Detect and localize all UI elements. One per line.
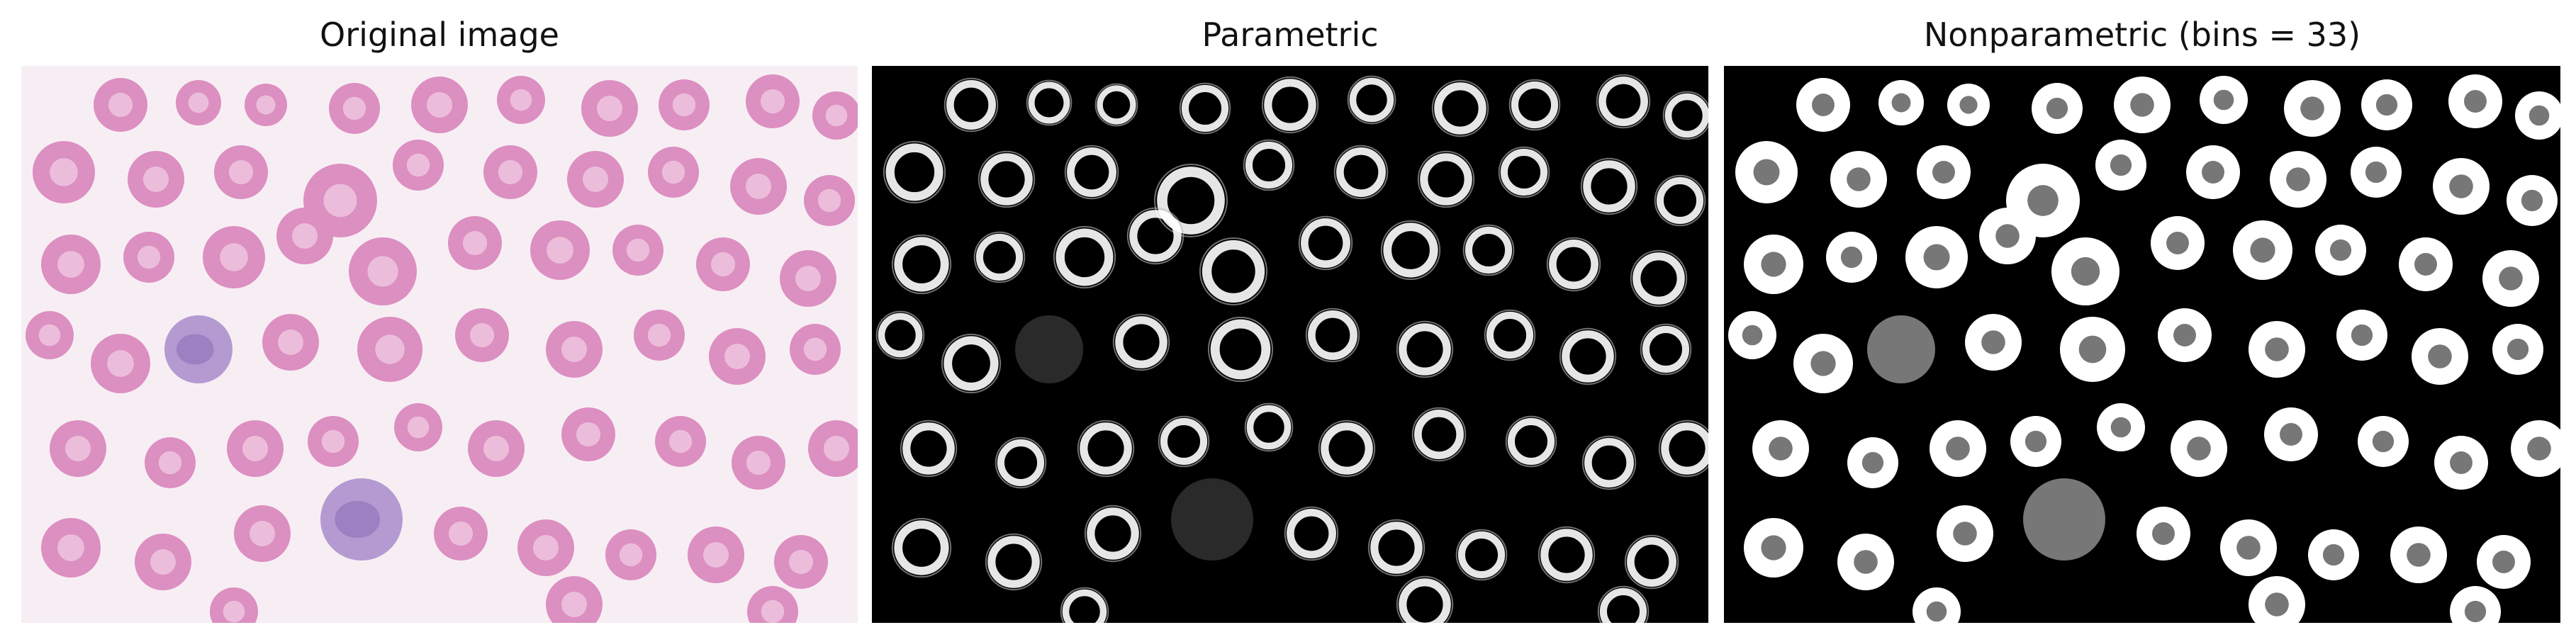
original-image — [21, 66, 858, 623]
panel-title-nonparametric: Nonparametric (bins = 33) — [1923, 16, 2361, 54]
parametric-segmentation-image — [872, 66, 1708, 623]
panel-parametric: Parametric — [872, 0, 1708, 642]
panel-nonparametric: Nonparametric (bins = 33) — [1724, 0, 2560, 642]
nonparametric-segmentation-image — [1724, 66, 2560, 623]
panel-title-original: Original image — [320, 16, 559, 54]
panel-original: Original image — [21, 0, 858, 642]
panel-title-parametric: Parametric — [1202, 16, 1379, 54]
